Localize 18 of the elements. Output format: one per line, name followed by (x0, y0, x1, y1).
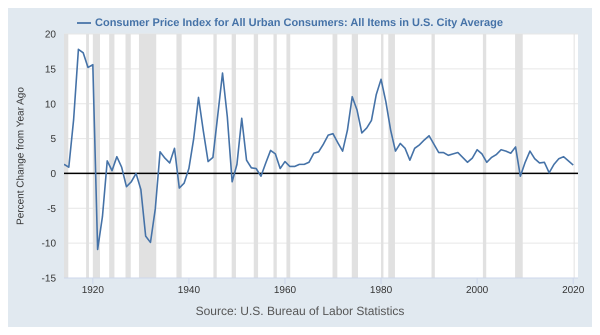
x-tick-label: 1940 (178, 285, 200, 296)
y-tick-label: 0 (50, 168, 56, 180)
y-tick-label: -15 (42, 274, 56, 285)
x-tick-label: 1920 (82, 285, 104, 296)
x-tick-label: 2020 (562, 285, 585, 296)
source-note: Source: U.S. Bureau of Labor Statistics (194, 304, 406, 318)
y-tick-label: 5 (50, 134, 56, 146)
x-tick-label: 1960 (274, 285, 297, 296)
y-axis-title: Percent Change from Year Ago (16, 86, 27, 225)
x-tick-label: 1980 (370, 285, 393, 296)
legend-label: Consumer Price Index for All Urban Consumers: All Items in U.S. City Average (95, 16, 503, 29)
x-tick-label: 2000 (466, 285, 489, 296)
y-tick-label: 20 (44, 30, 56, 41)
y-tick-label: -5 (47, 204, 56, 215)
y-tick-label: 10 (44, 99, 56, 110)
line-series (64, 48, 574, 250)
y-tick-label: 15 (44, 64, 56, 76)
y-tick-label: -10 (42, 238, 56, 250)
